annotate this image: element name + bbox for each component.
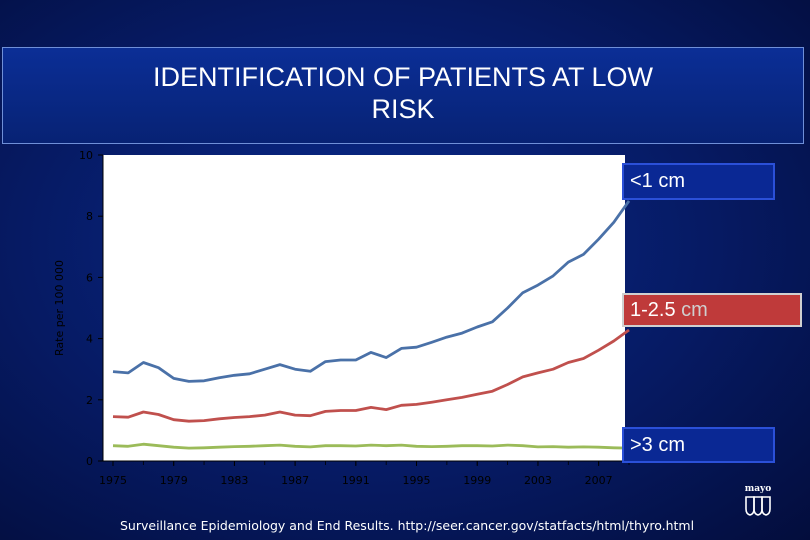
- source-citation: Surveillance Epidemiology and End Result…: [120, 518, 695, 533]
- x-tick-label: 1995: [403, 474, 431, 487]
- label-gt3-text: >3 cm: [630, 433, 686, 456]
- x-tick-label: 1999: [463, 474, 491, 487]
- title-box: IDENTIFICATION OF PATIENTS AT LOW RISK: [2, 47, 804, 144]
- label-lt1-text: <1 cm: [630, 170, 686, 192]
- y-tick-label: 8: [86, 210, 93, 223]
- series-line-lt1: [112, 200, 631, 383]
- y-tick-label: 6: [86, 271, 93, 284]
- y-tick-label: 4: [86, 333, 93, 346]
- x-tick-label: 1983: [220, 474, 248, 487]
- x-tick-label: 1979: [160, 474, 188, 487]
- page-title: IDENTIFICATION OF PATIENTS AT LOW RISK: [152, 61, 654, 124]
- label-1-2-5-text: 1-2.5: [630, 298, 676, 321]
- y-tick-label: 10: [79, 149, 93, 162]
- mayo-logo-text: mayo: [744, 484, 772, 494]
- series-line-gt3: [112, 442, 630, 450]
- label-box-lt1: <1 cm: [622, 163, 775, 200]
- x-tick-label: 2003: [524, 474, 552, 487]
- x-tick-label: 2007: [585, 474, 613, 487]
- x-tick-label: 1975: [99, 474, 127, 487]
- series-line-1-2-5: [112, 328, 630, 423]
- label-box-gt3: >3 cm: [622, 427, 775, 463]
- label-1-2-5-unit: cm: [681, 298, 708, 321]
- mayo-logo: mayo: [742, 484, 774, 520]
- label-box-1-2-5: 1-2.5 cm: [622, 293, 802, 327]
- y-tick-label: 2: [86, 394, 93, 407]
- shield-icon: [745, 496, 771, 516]
- y-axis-label: Rate per 100 000: [53, 260, 66, 356]
- y-tick-label: 0: [86, 455, 93, 468]
- x-tick-label: 1987: [281, 474, 309, 487]
- x-tick-label: 1991: [342, 474, 370, 487]
